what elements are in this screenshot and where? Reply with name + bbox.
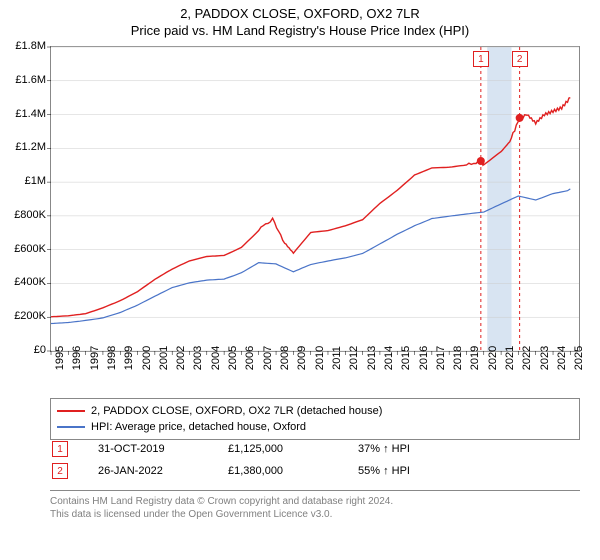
sale-price-2: £1,380,000 [228,465,358,477]
chart-container: 2, PADDOX CLOSE, OXFORD, OX2 7LR Price p… [0,0,600,560]
xtick-label: 2008 [279,346,291,370]
sale-price-1: £1,125,000 [228,443,358,455]
xtick-label: 2014 [383,346,395,370]
legend-label-property: 2, PADDOX CLOSE, OXFORD, OX2 7LR (detach… [91,403,382,419]
xtick-label: 1999 [123,346,135,370]
xtick-label: 2023 [539,346,551,370]
chart-title: 2, PADDOX CLOSE, OXFORD, OX2 7LR [0,0,600,21]
xtick-label: 1997 [89,346,101,370]
xtick-label: 2007 [262,346,274,370]
xtick-label: 1998 [106,346,118,370]
sale-delta-1: 37% ↑ HPI [358,443,488,455]
sale-date-2: 26-JAN-2022 [98,465,228,477]
legend-swatch-hpi [57,426,85,428]
xtick-label: 2017 [435,346,447,370]
xtick-label: 2011 [331,346,343,370]
legend-item-property: 2, PADDOX CLOSE, OXFORD, OX2 7LR (detach… [57,403,573,419]
xtick-label: 2016 [418,346,430,370]
legend-swatch-property [57,410,85,412]
xtick-label: 2004 [210,346,222,370]
ytick-label: £1.8M [2,40,46,52]
legend: 2, PADDOX CLOSE, OXFORD, OX2 7LR (detach… [50,398,580,440]
sale-badge-2: 2 [52,463,68,479]
ytick-label: £1.2M [2,141,46,153]
xtick-label: 2012 [348,346,360,370]
xtick-label: 2025 [573,346,585,370]
plot-area: 12 [50,46,580,352]
ytick-label: £400K [2,276,46,288]
xtick-label: 2019 [469,346,481,370]
chart-sale-badge-2: 2 [512,51,528,67]
xtick-label: 2018 [452,346,464,370]
legend-item-hpi: HPI: Average price, detached house, Oxfo… [57,419,573,435]
xtick-label: 2015 [400,346,412,370]
sale-row-1: 1 31-OCT-2019 £1,125,000 37% ↑ HPI [50,438,580,460]
chart-sale-badge-1: 1 [473,51,489,67]
xtick-label: 2000 [141,346,153,370]
xtick-label: 2001 [158,346,170,370]
xtick-label: 2002 [175,346,187,370]
sale-row-2: 2 26-JAN-2022 £1,380,000 55% ↑ HPI [50,460,580,482]
sale-delta-2: 55% ↑ HPI [358,465,488,477]
xtick-label: 2006 [244,346,256,370]
xtick-label: 1995 [54,346,66,370]
xtick-label: 2020 [487,346,499,370]
footer: Contains HM Land Registry data © Crown c… [50,490,580,521]
ytick-label: £600K [2,243,46,255]
ytick-label: £1M [2,175,46,187]
ytick-label: £800K [2,209,46,221]
sale-badge-1: 1 [52,441,68,457]
ytick-label: £200K [2,310,46,322]
xtick-label: 2013 [366,346,378,370]
xtick-label: 2010 [314,346,326,370]
xtick-label: 2003 [192,346,204,370]
xtick-label: 2022 [521,346,533,370]
ytick-label: £0 [2,344,46,356]
footer-line-2: This data is licensed under the Open Gov… [50,508,580,521]
ytick-label: £1.4M [2,108,46,120]
xtick-label: 1996 [71,346,83,370]
footer-line-1: Contains HM Land Registry data © Crown c… [50,495,580,508]
sales-table: 1 31-OCT-2019 £1,125,000 37% ↑ HPI 2 26-… [50,438,580,482]
sale-date-1: 31-OCT-2019 [98,443,228,455]
chart-subtitle: Price paid vs. HM Land Registry's House … [0,21,600,42]
xtick-label: 2021 [504,346,516,370]
ytick-label: £1.6M [2,74,46,86]
legend-label-hpi: HPI: Average price, detached house, Oxfo… [91,419,306,435]
xtick-label: 2009 [296,346,308,370]
xtick-label: 2005 [227,346,239,370]
xtick-label: 2024 [556,346,568,370]
